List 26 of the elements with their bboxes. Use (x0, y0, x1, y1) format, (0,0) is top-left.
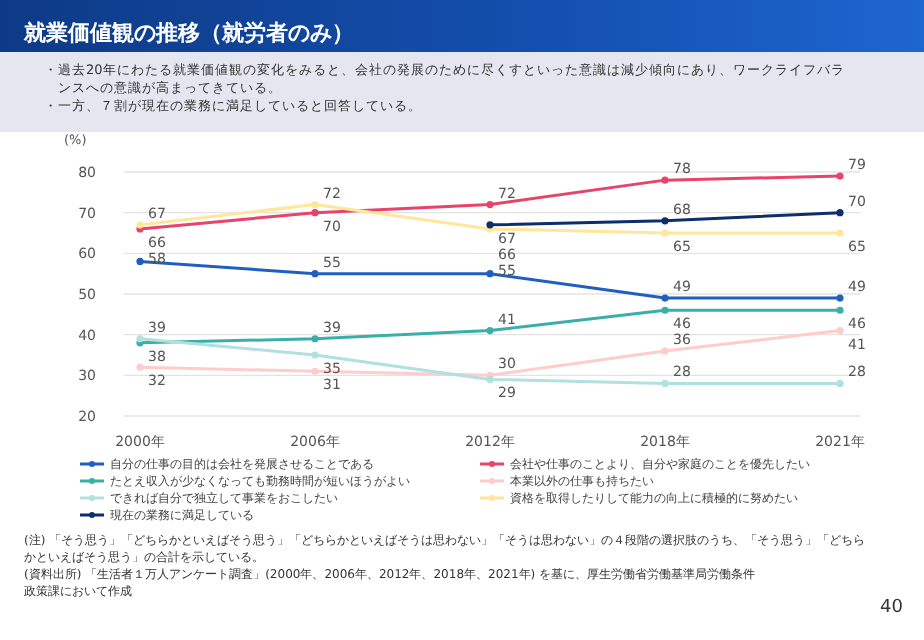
point (836, 229, 844, 237)
point (661, 229, 669, 237)
chart-title: 就業価値観の推移（就労者のみ） (22, 20, 354, 46)
point (486, 270, 494, 278)
text: 40 (880, 598, 904, 618)
point (836, 306, 844, 314)
point (311, 367, 319, 375)
point (136, 257, 144, 266)
point (311, 200, 319, 209)
point (836, 209, 844, 217)
point (661, 217, 669, 225)
point (661, 176, 669, 184)
point (311, 270, 319, 278)
point (661, 294, 669, 302)
point (311, 351, 319, 359)
point (661, 306, 669, 314)
point (311, 335, 319, 343)
point (486, 200, 494, 209)
point (836, 172, 844, 180)
point (136, 363, 144, 371)
point (836, 327, 844, 335)
point (486, 327, 494, 335)
point (836, 294, 844, 302)
point (311, 209, 319, 217)
point (836, 379, 844, 388)
point (661, 347, 669, 355)
